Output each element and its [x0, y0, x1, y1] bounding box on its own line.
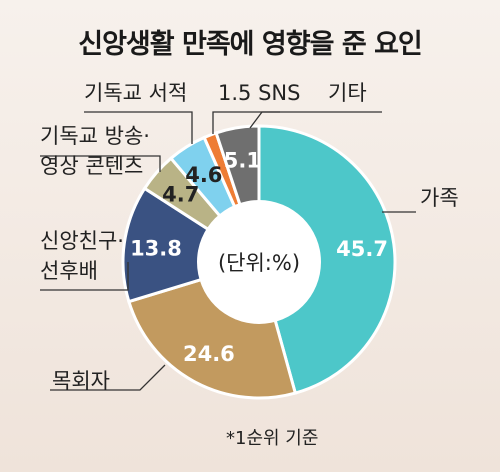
chart-title: 신앙생활 만족에 영향을 준 요인 — [78, 29, 423, 60]
category-label-신앙친구-선후배: 신앙친구· 선후배 — [40, 229, 124, 283]
leader-lines — [40, 111, 416, 391]
category-label-기독교-방송-영상-콘텐츠: 기독교 방송· 영상 콘텐츠 — [40, 124, 150, 178]
category-label-목회자: 목회자 — [52, 369, 110, 393]
value-label-신앙친구-선후배: 13.8 — [130, 237, 182, 261]
value-label-기독교-서적: 4.6 — [185, 163, 222, 187]
leader-신앙친구-선후배 — [40, 262, 129, 291]
leader-목회자 — [50, 364, 166, 391]
category-label-가족: 가족 — [420, 186, 459, 210]
leader-기독교-서적 — [84, 111, 193, 144]
category-label-기타: 기타 — [328, 81, 367, 105]
unit-label: (단위:%) — [218, 251, 300, 275]
leader-기타 — [249, 111, 382, 129]
value-label-가족: 45.7 — [336, 237, 388, 261]
slice-신앙친구-선후배 — [121, 186, 263, 304]
footnote: *1순위 기준 — [226, 428, 319, 449]
value-label-기타: 5.1 — [224, 148, 261, 172]
leader-SNS — [212, 111, 280, 134]
donut-hole — [197, 200, 321, 324]
value-label-기독교-방송-영상-콘텐츠: 4.7 — [162, 182, 199, 206]
value-labels: 45.7 24.6 13.8 4.74.65.1 — [130, 148, 388, 366]
value-label-목회자: 24.6 — [183, 342, 235, 366]
category-label-기독교-서적: 기독교 서적 — [84, 81, 187, 105]
slice-가족 — [257, 124, 397, 395]
category-label-SNS: 1.5 SNS — [218, 81, 300, 105]
leader-기독교-방송-영상-콘텐츠 — [40, 155, 161, 172]
